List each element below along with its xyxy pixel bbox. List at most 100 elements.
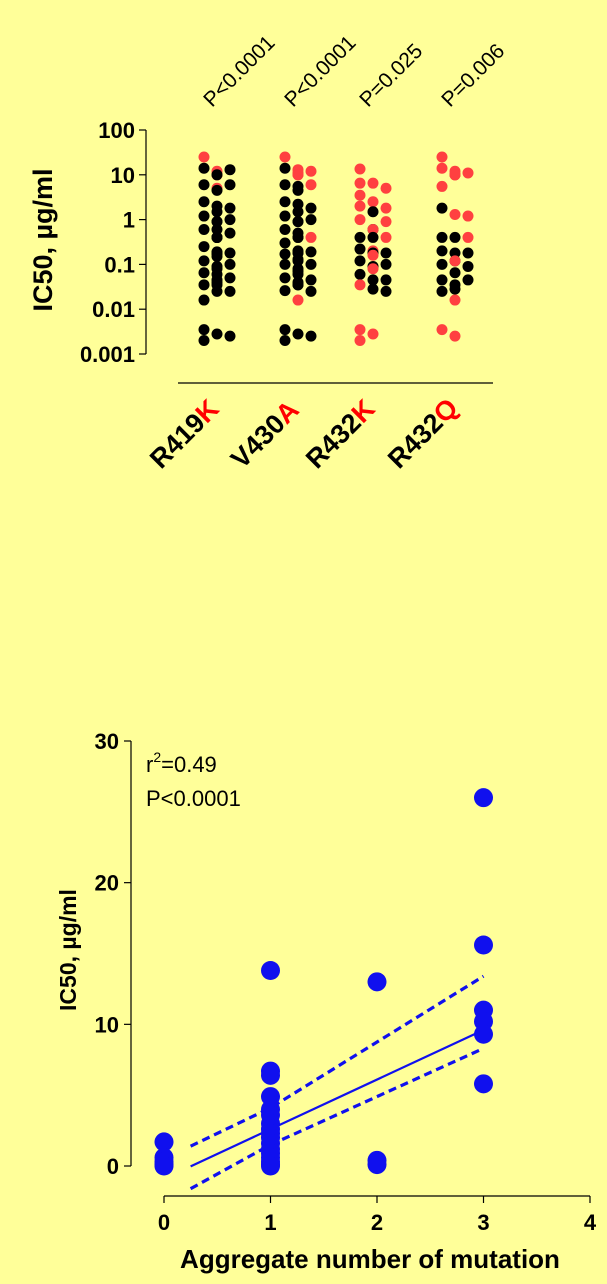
data-point <box>292 184 304 196</box>
data-point <box>224 214 236 226</box>
data-point <box>354 200 366 212</box>
p-value-label: P=0.006 <box>437 40 509 112</box>
data-point <box>279 324 291 336</box>
data-point <box>449 283 461 295</box>
bottom-chart-regression-plot: 0 10 20 30 0 1 2 3 4 r2=0.49 P<0.0001 IC50, µg/… <box>55 729 597 1274</box>
data-point <box>211 216 223 228</box>
data-point <box>354 177 366 189</box>
data-point <box>436 245 448 257</box>
data-point <box>380 274 392 286</box>
data-point <box>211 224 223 236</box>
data-point <box>380 202 392 214</box>
bottom-y-axis-label: IC50, µg/ml <box>55 889 81 1011</box>
data-point <box>380 182 392 194</box>
data-point <box>436 258 448 270</box>
top-y-tick-label: 0.001 <box>80 342 135 367</box>
data-point <box>279 179 291 191</box>
data-point <box>436 231 448 243</box>
data-point <box>279 151 291 163</box>
data-point <box>198 294 210 306</box>
data-point <box>198 196 210 208</box>
data-point <box>279 258 291 270</box>
data-point <box>224 202 236 214</box>
data-point <box>449 255 461 267</box>
data-point <box>292 279 304 291</box>
data-point <box>198 335 210 347</box>
top-y-tick-label: 1 <box>123 208 135 233</box>
data-point <box>198 162 210 174</box>
bottom-x-tick-label: 0 <box>158 1210 170 1235</box>
data-point <box>279 162 291 174</box>
data-point <box>279 237 291 249</box>
data-point <box>354 335 366 347</box>
data-point <box>354 189 366 201</box>
category-label: R432Q <box>382 393 464 475</box>
data-point <box>198 241 210 253</box>
data-point <box>198 210 210 222</box>
data-point <box>462 167 474 179</box>
data-point <box>224 227 236 239</box>
top-y-tick-label: 0.01 <box>92 297 135 322</box>
bottom-y-tick-label: 0 <box>107 1154 119 1179</box>
data-point <box>224 164 236 176</box>
p-value-label: P<0.0001 <box>280 31 360 111</box>
data-point <box>474 1074 493 1094</box>
data-point <box>436 162 448 174</box>
data-point <box>292 169 304 181</box>
data-point <box>211 328 223 340</box>
data-point <box>354 324 366 336</box>
p-value-label: P=0.025 <box>355 40 427 112</box>
data-point <box>198 151 210 163</box>
data-point <box>354 214 366 226</box>
bottom-y-tick-label: 30 <box>95 729 119 754</box>
data-point <box>305 231 317 243</box>
data-point <box>224 272 236 284</box>
data-point <box>380 285 392 297</box>
data-point <box>198 224 210 236</box>
data-point <box>292 216 304 228</box>
data-point <box>224 179 236 191</box>
r-squared-annotation: r2=0.49 <box>146 749 217 777</box>
data-point <box>211 285 223 297</box>
p-value-annotation: P<0.0001 <box>146 786 241 811</box>
data-point <box>436 180 448 192</box>
category-label: V430A <box>225 395 305 475</box>
data-point <box>279 210 291 222</box>
data-point <box>354 268 366 280</box>
data-point <box>279 224 291 236</box>
bottom-x-axis-label: Aggregate number of mutation <box>180 1244 560 1274</box>
data-point <box>224 247 236 259</box>
data-point <box>449 330 461 342</box>
data-point <box>305 246 317 258</box>
data-point <box>292 294 304 306</box>
data-point <box>367 1155 387 1175</box>
data-point <box>367 177 379 189</box>
data-point <box>449 208 461 220</box>
bottom-y-tick-label: 20 <box>95 871 119 896</box>
data-point <box>462 247 474 259</box>
data-point <box>154 1156 174 1176</box>
data-point <box>367 249 379 261</box>
data-point <box>292 255 304 267</box>
data-point <box>474 788 493 808</box>
data-point <box>474 935 493 955</box>
data-point <box>367 224 379 236</box>
data-point <box>449 169 461 181</box>
data-point <box>224 285 236 297</box>
data-point <box>436 151 448 163</box>
bottom-x-tick-label: 1 <box>264 1210 276 1235</box>
data-point <box>449 231 461 243</box>
data-point <box>436 324 448 336</box>
data-point <box>367 196 379 208</box>
data-point <box>211 231 223 243</box>
data-point <box>211 169 223 181</box>
data-point <box>462 231 474 243</box>
data-point <box>380 258 392 270</box>
data-point <box>354 231 366 243</box>
data-point <box>367 972 387 992</box>
data-point <box>198 255 210 267</box>
data-point <box>198 179 210 191</box>
data-point <box>305 179 317 191</box>
